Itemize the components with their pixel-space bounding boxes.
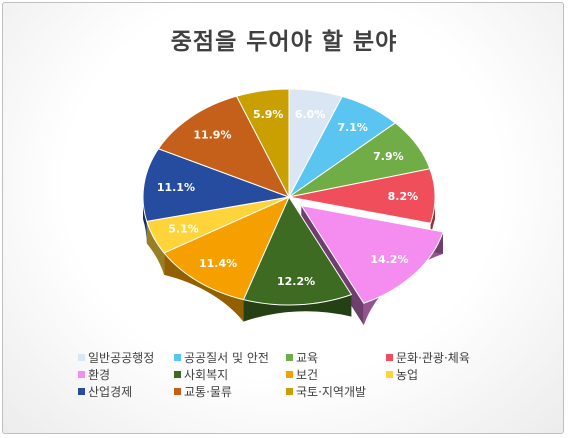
pie-slice-4 (300, 204, 444, 304)
legend-label-7: 농업 (396, 368, 419, 382)
data-label-0: 6.0% (295, 108, 326, 121)
pie-slice-10 (235, 88, 290, 198)
pie-side-3 (430, 197, 435, 246)
legend-swatch-10 (286, 388, 293, 395)
pie-slice-3 (288, 168, 436, 224)
pie-side-6 (164, 252, 244, 322)
legend-swatch-7 (386, 371, 393, 378)
legend-item-8: 산업경제 (78, 383, 132, 400)
legend-item-10: 국토·지역개발 (286, 383, 366, 400)
legend-item-1: 공공질서 및 안전 (174, 349, 269, 366)
legend-label-4: 환경 (88, 368, 111, 382)
legend-label-8: 산업경제 (88, 385, 133, 399)
legend-label-3: 문화·관광·체육 (396, 351, 470, 365)
legend-item-3: 문화·관광·체육 (386, 349, 470, 366)
data-label-6: 11.4% (199, 257, 237, 270)
pie-slice-6 (163, 196, 290, 301)
legend-swatch-4 (78, 371, 85, 378)
pie-labels: 6.0% 7.1% 7.9% 8.2% 14.2% 12.2% 11.4% 5.1% 11.1%… (157, 108, 418, 288)
legend-item-2: 교육 (286, 349, 318, 366)
data-label-1: 7.1% (337, 121, 368, 134)
legend-swatch-9 (174, 388, 181, 395)
legend-swatch-6 (286, 371, 293, 378)
pie-side-8 (143, 197, 147, 244)
data-label-8: 11.1% (157, 181, 195, 194)
legend-item-0: 일반공공행정 (78, 349, 154, 366)
legend-swatch-5 (174, 371, 181, 378)
data-label-10: 5.9% (253, 108, 284, 121)
legend-item-4: 환경 (78, 366, 110, 383)
pie-side-5 (243, 294, 352, 322)
legend-swatch-3 (386, 354, 393, 361)
data-label-5: 12.2% (277, 275, 315, 288)
data-label-2: 7.9% (373, 150, 404, 163)
legend-swatch-2 (286, 354, 293, 361)
legend-item-6: 보건 (286, 366, 318, 383)
legend-swatch-8 (78, 388, 85, 395)
data-label-3: 8.2% (388, 190, 419, 203)
legend-label-0: 일반공공행정 (88, 351, 155, 365)
pie-slice-8 (142, 148, 291, 222)
legend-label-2: 교육 (296, 351, 319, 365)
legend-item-5: 사회복지 (174, 366, 228, 383)
pie-side-7 (146, 221, 165, 275)
legend-item-7: 농업 (386, 366, 418, 383)
legend-label-9: 교통·물류 (184, 385, 232, 399)
legend-label-10: 국토·지역개발 (296, 385, 367, 399)
data-label-4: 14.2% (370, 253, 408, 266)
chart-title: 중점을 두어야 할 분야 (170, 29, 398, 55)
pie-slice-5 (242, 195, 353, 306)
legend-item-9: 교통·물류 (174, 383, 232, 400)
pie-top (142, 88, 444, 306)
legend-swatch-1 (174, 354, 181, 361)
legend-label-5: 사회복지 (184, 368, 229, 382)
pie-slice-9 (157, 95, 291, 198)
data-label-7: 5.1% (168, 223, 199, 236)
legend-label-1: 공공질서 및 안전 (184, 351, 269, 365)
legend-label-6: 보건 (296, 368, 319, 382)
data-label-9: 11.9% (193, 129, 231, 142)
legend-swatch-0 (78, 354, 85, 361)
